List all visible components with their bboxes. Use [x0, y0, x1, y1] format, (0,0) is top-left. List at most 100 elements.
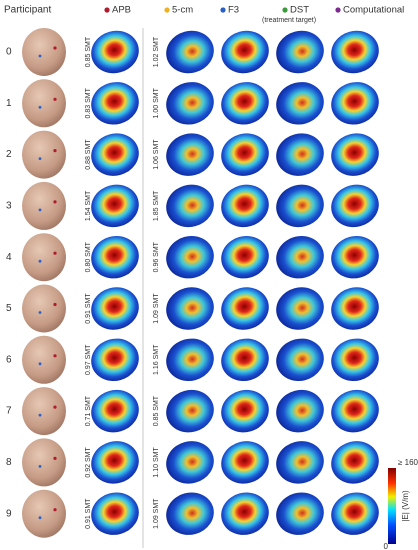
brain — [166, 235, 214, 279]
smt-label: 0.83 SMT — [85, 87, 92, 118]
head-marker — [53, 354, 57, 358]
brain — [276, 184, 324, 228]
brain — [221, 184, 269, 228]
participant-id: 8 — [6, 457, 12, 468]
head — [22, 387, 66, 436]
brain — [166, 133, 214, 176]
colorbar-title: |E| (V/m) — [401, 490, 410, 522]
brain — [91, 492, 139, 535]
colorbar-min: 0 — [384, 542, 389, 550]
brain — [276, 30, 324, 74]
brain — [276, 235, 324, 279]
brain — [331, 492, 379, 535]
legend-label: APB — [112, 5, 131, 16]
head-marker — [38, 259, 42, 263]
participant-id: 4 — [6, 252, 12, 263]
legend-dot — [220, 7, 226, 13]
brain — [166, 389, 214, 433]
smt-label: 1.09 SMT — [153, 293, 160, 324]
brain — [331, 133, 379, 176]
head-marker — [38, 465, 42, 468]
head-marker — [38, 105, 42, 109]
participant-id: 1 — [6, 98, 12, 109]
brain — [91, 184, 139, 228]
smt-label: 1.00 SMT — [153, 87, 160, 118]
participant-id: 6 — [6, 354, 12, 365]
smt-label: 0.91 SMT — [85, 293, 92, 324]
brain — [276, 441, 324, 484]
head — [22, 438, 66, 487]
brain — [331, 30, 379, 74]
head-marker — [38, 413, 42, 417]
colorbar-max: ≥ 160 — [398, 458, 418, 467]
legend-label: Computational — [343, 5, 404, 16]
brain — [221, 338, 269, 382]
brain — [166, 441, 214, 484]
brain — [276, 287, 324, 330]
smt-label: 1.06 SMT — [153, 139, 160, 170]
brain — [276, 338, 324, 382]
smt-label: 0.71 SMT — [85, 395, 92, 426]
smt-label: 0.85 SMT — [153, 395, 160, 426]
smt-label: 1.09 SMT — [153, 498, 160, 529]
head — [22, 284, 66, 333]
brain — [166, 184, 214, 228]
brain — [166, 338, 214, 382]
brain — [276, 133, 324, 176]
head-marker — [38, 516, 42, 520]
participant-id: 5 — [6, 303, 12, 314]
head-marker — [38, 54, 42, 58]
brain — [91, 389, 139, 433]
brain — [166, 287, 214, 330]
brain — [331, 184, 379, 228]
brain — [221, 389, 269, 433]
head — [22, 233, 66, 282]
brain — [331, 389, 379, 433]
brain — [91, 338, 139, 382]
brain — [91, 287, 139, 330]
smt-label: 1.85 SMT — [153, 190, 160, 221]
participant-header: Participant — [4, 5, 51, 16]
smt-label: 1.54 SMT — [85, 190, 92, 221]
brain — [221, 441, 269, 484]
brain — [91, 441, 139, 484]
head-marker — [38, 311, 42, 314]
head-marker — [53, 302, 57, 307]
participant-id: 9 — [6, 508, 12, 519]
smt-label: 1.02 SMT — [153, 36, 160, 67]
head — [22, 130, 66, 179]
smt-label: 0.92 SMT — [85, 447, 92, 478]
brain — [331, 82, 379, 125]
brain — [276, 389, 324, 433]
legend-dot — [164, 7, 170, 13]
head — [22, 181, 66, 230]
smt-label: 0.96 SMT — [153, 241, 160, 272]
head-marker — [38, 362, 42, 366]
brain — [91, 30, 139, 74]
head-marker — [38, 157, 42, 161]
participant-id: 2 — [6, 149, 12, 160]
smt-label: 0.97 SMT — [85, 344, 92, 375]
smt-label: 1.16 SMT — [153, 344, 160, 375]
participant-id: 7 — [6, 406, 12, 417]
colorbar — [388, 468, 396, 544]
legend-label: F3 — [228, 5, 239, 16]
head-marker — [53, 200, 57, 204]
smt-label: 1.10 SMT — [153, 447, 160, 478]
head — [22, 79, 66, 128]
brain — [221, 82, 269, 125]
participant-id: 3 — [6, 201, 12, 212]
brain — [331, 441, 379, 484]
brain — [166, 492, 214, 535]
head-marker — [53, 46, 57, 50]
legend-dot — [282, 7, 288, 13]
participant-id: 0 — [6, 47, 12, 58]
brain — [221, 492, 269, 535]
legend-dot — [335, 7, 341, 13]
brain — [166, 82, 214, 125]
head-marker — [53, 149, 57, 153]
smt-label: 0.88 SMT — [85, 139, 92, 170]
smt-label: 0.85 SMT — [85, 36, 92, 67]
head-marker — [38, 208, 42, 212]
